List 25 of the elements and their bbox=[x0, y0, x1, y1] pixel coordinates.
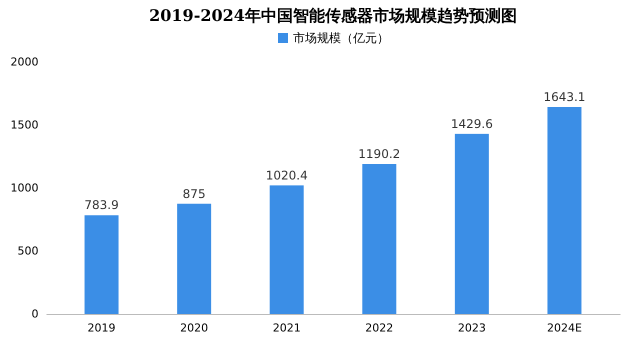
y-tick-label: 500 bbox=[18, 244, 38, 258]
bar bbox=[547, 106, 582, 314]
x-tick-label: 2023 bbox=[458, 322, 486, 334]
y-tick-label: 1500 bbox=[10, 118, 38, 132]
legend-label: 市场规模（亿元） bbox=[293, 31, 389, 45]
data-label: 1020.4 bbox=[266, 168, 308, 182]
y-tick-label: 2000 bbox=[10, 56, 38, 68]
bar bbox=[454, 134, 489, 314]
x-tick-label: 2022 bbox=[365, 322, 394, 334]
bar bbox=[177, 204, 212, 314]
bar bbox=[362, 164, 396, 314]
data-label: 1643.1 bbox=[543, 90, 586, 104]
x-tick-label: 2024E bbox=[546, 322, 582, 334]
data-label: 1190.2 bbox=[358, 147, 400, 162]
bar bbox=[84, 215, 119, 314]
bar bbox=[270, 185, 304, 314]
data-label: 783.9 bbox=[84, 198, 119, 212]
y-tick-label: 1000 bbox=[10, 182, 38, 194]
chart-title: 2019-2024年中国智能传感器市场规模趋势预测图 bbox=[149, 6, 517, 25]
x-tick-label: 2021 bbox=[272, 322, 301, 334]
x-tick-label: 2020 bbox=[180, 322, 208, 334]
y-tick-label: 0 bbox=[32, 308, 38, 320]
x-tick-label: 2019 bbox=[88, 322, 116, 334]
data-label: 1429.6 bbox=[450, 116, 493, 131]
data-label: 875 bbox=[182, 186, 206, 201]
